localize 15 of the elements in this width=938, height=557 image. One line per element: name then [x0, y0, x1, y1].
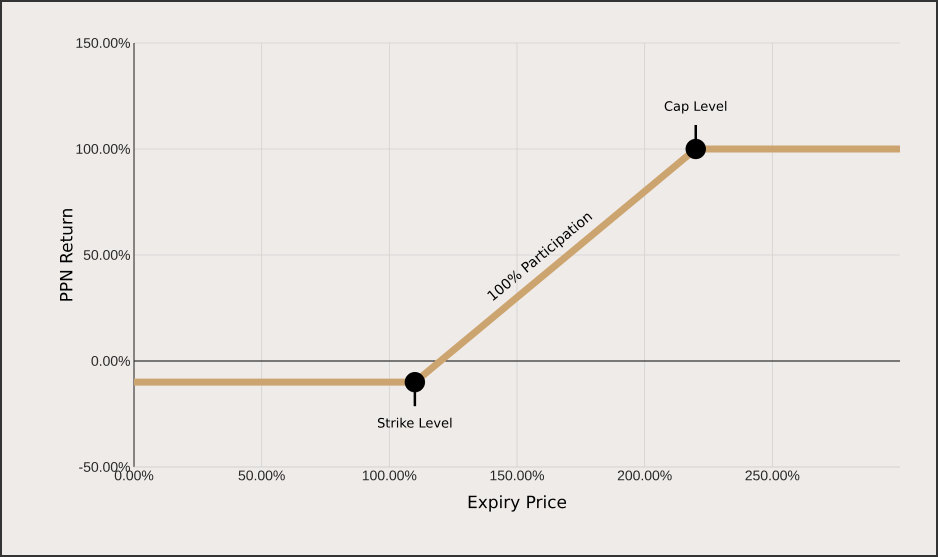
y-axis-title: PPN Return	[60, 209, 73, 301]
y-tick-label: -50.00%	[79, 462, 130, 472]
x-tick-label: 100.00%	[362, 470, 416, 480]
x-tick-label: 50.00%	[238, 470, 285, 480]
x-tick-label: 150.00%	[490, 470, 544, 480]
x-tick-label: 200.00%	[618, 470, 672, 480]
x-tick-label: 0.00%	[114, 470, 154, 480]
x-axis-title: Expiry Price	[468, 495, 566, 512]
y-tick-label: 150.00%	[76, 38, 130, 48]
annotation: Strike Level	[378, 418, 452, 428]
y-tick-label: 0.00%	[91, 356, 130, 366]
x-tick-label: 250.00%	[746, 470, 800, 480]
y-tick-label: 50.00%	[84, 250, 130, 260]
y-tick-label: 100.00%	[76, 144, 130, 154]
annotation: Cap Level	[664, 100, 726, 114]
